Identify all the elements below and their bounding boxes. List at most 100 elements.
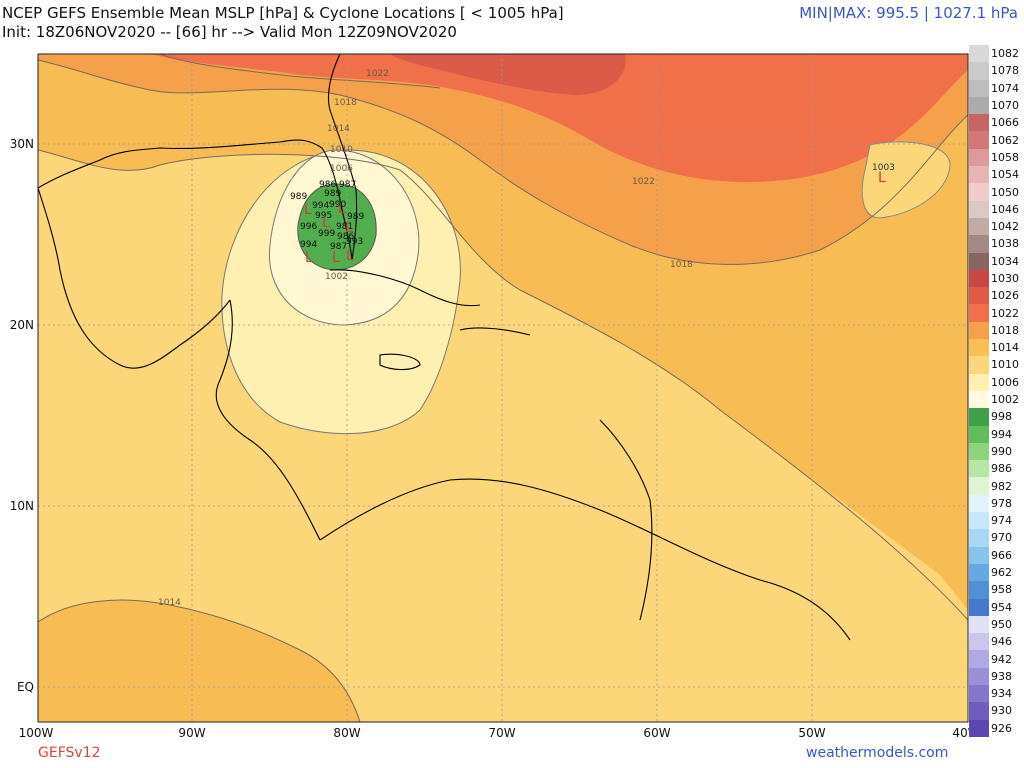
member-pressure-label: 986 [319, 180, 336, 190]
colorbar-swatch [969, 356, 989, 374]
colorbar-entry: 946 [969, 633, 1021, 651]
colorbar-entry: 1006 [969, 373, 1021, 391]
colorbar-entry: 982 [969, 477, 1021, 495]
colorbar-label: 1038 [991, 237, 1019, 251]
colorbar-entry: 966 [969, 546, 1021, 564]
colorbar-swatch [969, 442, 989, 461]
site-link[interactable]: weathermodels.com [806, 745, 949, 761]
colorbar-swatch [969, 166, 989, 184]
colorbar-entry: 958 [969, 581, 1021, 599]
low-east-contour [861, 141, 951, 219]
colorbar-swatch [969, 529, 989, 547]
member-pressure-label: 987 [339, 180, 356, 190]
colorbar-entry: 978 [969, 494, 1021, 513]
colorbar-entry: 986 [969, 460, 1021, 478]
colorbar-label: 1070 [991, 99, 1019, 113]
member-pressure-label: 981 [336, 222, 353, 232]
colorbar-label: 938 [991, 669, 1012, 683]
lat-label: EQ [16, 680, 34, 694]
colorbar-label: 1054 [991, 168, 1019, 182]
colorbar-entry: 1002 [969, 390, 1021, 409]
member-pressure-label: 987 [330, 242, 347, 252]
low-marker: L [332, 250, 340, 266]
contour-label: 1002 [325, 272, 348, 282]
map-title: NCEP GEFS Ensemble Mean MSLP [hPa] & Cyc… [2, 4, 564, 22]
member-pressure-label: 990 [329, 200, 346, 210]
member-pressure-label: 999 [318, 229, 335, 239]
colorbar-swatch [969, 235, 989, 253]
pressure-colorbar: 1082 1078 1074 1070 1066 1062 1058 1054 1050 1046… [969, 45, 1021, 737]
colorbar-swatch [969, 581, 989, 599]
colorbar-entry: 1034 [969, 252, 1021, 270]
band-1026 [390, 54, 626, 95]
colorbar-swatch [969, 79, 989, 97]
colorbar-entry: 990 [969, 442, 1021, 461]
colorbar-label: 974 [991, 514, 1012, 528]
colorbar-entry: 1058 [969, 148, 1021, 167]
colorbar-swatch [969, 390, 989, 409]
colorbar-label: 1014 [991, 341, 1019, 355]
member-pressure-label: 994 [300, 240, 317, 250]
colorbar-entry: 934 [969, 684, 1021, 703]
low-marker: L [878, 170, 886, 186]
colorbar-entry: 1070 [969, 96, 1021, 115]
colorbar-swatch [969, 183, 989, 201]
lon-label: 80W [333, 726, 361, 740]
lat-label: 20N [9, 318, 34, 332]
lon-label: 90W [178, 726, 206, 740]
colorbar-label: 942 [991, 652, 1012, 666]
colorbar-swatch [969, 62, 989, 80]
colorbar-label: 1018 [991, 323, 1019, 337]
member-pressure-label: 989 [290, 192, 307, 202]
min-max-readout: MIN|MAX: 995.5 | 1027.1 hPa [799, 4, 1018, 22]
colorbar-label: 966 [991, 548, 1012, 562]
contour-label: 1022 [632, 177, 655, 187]
lon-label: 100W [18, 726, 54, 740]
low-marker: L [346, 248, 354, 264]
colorbar-label: 962 [991, 566, 1012, 580]
colorbar-label: 1058 [991, 150, 1019, 164]
member-pressure-label: 989 [324, 189, 341, 199]
map-frame [37, 53, 969, 723]
colorbar-entry: 1078 [969, 62, 1021, 80]
colorbar-label: 1006 [991, 375, 1019, 389]
colorbar-entry: 1046 [969, 200, 1021, 218]
colorbar-label: 934 [991, 687, 1012, 701]
colorbar-swatch [969, 460, 989, 478]
contour-label: 1003 [872, 163, 895, 173]
colorbar-label: 1026 [991, 289, 1019, 303]
colorbar-entry: 954 [969, 598, 1021, 616]
colorbar-label: 990 [991, 444, 1012, 458]
colorbar-entry: 1050 [969, 183, 1021, 201]
colorbar-label: 946 [991, 635, 1012, 649]
colorbar-swatch [969, 252, 989, 270]
contour-label: 1014 [158, 598, 181, 608]
member-pressure-label: 996 [300, 222, 317, 232]
colorbar-label: 1078 [991, 64, 1019, 78]
colorbar-label: 1022 [991, 306, 1019, 320]
contour-label: 1022 [366, 69, 389, 79]
colorbar-swatch [969, 373, 989, 391]
lat-label: 30N [9, 137, 34, 151]
colorbar-label: 1002 [991, 393, 1019, 407]
member-pressure-label: 994 [312, 201, 329, 211]
colorbar-label: 1082 [991, 47, 1019, 61]
colorbar-swatch [969, 408, 989, 426]
colorbar-label: 994 [991, 427, 1012, 441]
colorbar-label: 1030 [991, 272, 1019, 285]
colorbar-entry: 1038 [969, 235, 1021, 253]
member-pressure-label: 993 [346, 237, 363, 247]
colorbar-swatch [969, 96, 989, 115]
colorbar-entry: 974 [969, 512, 1021, 530]
colorbar-label: 954 [991, 600, 1012, 614]
colorbar-label: 1050 [991, 185, 1019, 199]
colorbar-swatch [969, 667, 989, 685]
colorbar-swatch [969, 477, 989, 495]
low-marker: L [304, 202, 312, 218]
colorbar-label: 970 [991, 531, 1012, 545]
colorbar-swatch [969, 650, 989, 668]
lat-label: 10N [9, 499, 34, 513]
colorbar-swatch [969, 425, 989, 443]
low-marker: L [345, 220, 353, 236]
colorbar-entry: 998 [969, 408, 1021, 426]
